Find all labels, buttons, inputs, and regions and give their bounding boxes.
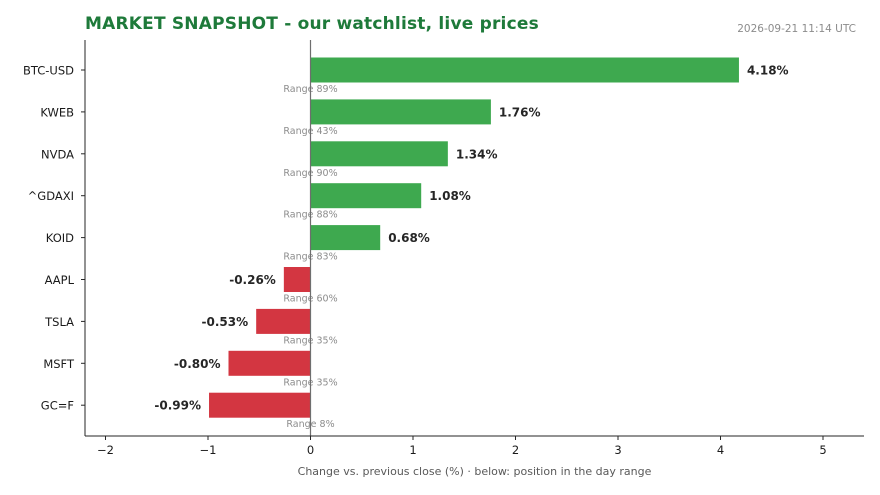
x-tick-label: −1 (200, 443, 217, 457)
bar-tsla (256, 308, 311, 334)
y-tick-label: NVDA (41, 147, 74, 161)
y-tick-label: MSFT (43, 357, 75, 371)
value-label: 1.08% (429, 189, 471, 203)
x-axis-label: Change vs. previous close (%) · below: p… (298, 465, 652, 478)
bar-aapl (283, 267, 311, 292)
x-tick-label: 3 (614, 443, 621, 457)
y-tick-label: BTC-USD (23, 64, 74, 78)
value-label: 1.76% (499, 105, 541, 119)
y-tick-label: GC=F (41, 399, 74, 413)
timestamp: 2026-09-21 11:14 UTC (737, 23, 856, 35)
x-tick-label: 1 (409, 443, 416, 457)
value-label: -0.80% (174, 357, 221, 371)
bar--gdaxi (310, 183, 422, 209)
value-label: 4.18% (747, 64, 789, 78)
y-tick-label: KOID (46, 231, 74, 245)
bar-kweb (310, 99, 491, 125)
value-label: -0.26% (229, 273, 276, 287)
bar-msft (228, 350, 311, 376)
value-label: -0.53% (202, 315, 249, 329)
x-tick-label: 0 (307, 443, 314, 457)
y-tick-label: TSLA (44, 315, 74, 329)
x-tick-label: 4 (717, 443, 724, 457)
bar-gc-f (209, 392, 311, 418)
x-tick-label: 2 (512, 443, 519, 457)
x-tick-label: 5 (819, 443, 826, 457)
value-label: 1.34% (456, 147, 498, 161)
chart-title: MARKET SNAPSHOT - our watchlist, live pr… (85, 14, 539, 34)
value-label: -0.99% (154, 399, 201, 413)
y-tick-label: ^GDAXI (28, 189, 74, 203)
bar-btc-usd (310, 57, 739, 83)
bar-nvda (310, 141, 448, 167)
value-label: 0.68% (388, 231, 430, 245)
bar-koid (310, 225, 381, 251)
x-tick-label: −2 (97, 443, 114, 457)
y-tick-label: KWEB (40, 105, 74, 119)
y-tick-label: AAPL (45, 273, 75, 287)
